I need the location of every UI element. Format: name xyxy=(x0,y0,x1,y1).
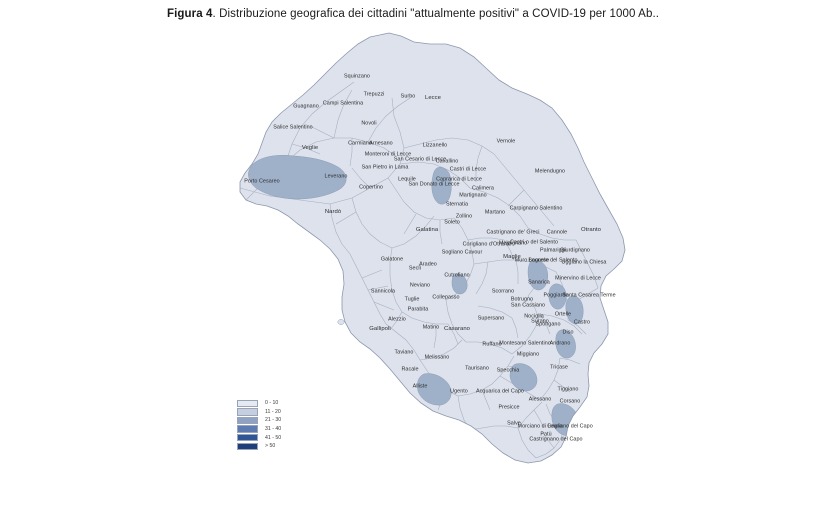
gallipoli-island xyxy=(337,319,345,325)
area-castri-salento xyxy=(527,259,549,291)
province-outline xyxy=(239,32,626,464)
area-veglie xyxy=(248,155,347,200)
map-legend: 0 - 10 11 - 20 21 - 30 31 - 40 41 - 50 > 50 xyxy=(237,399,329,451)
legend-row: 41 - 50 xyxy=(237,433,329,442)
legend-label: 11 - 20 xyxy=(265,408,281,415)
legend-swatch xyxy=(237,399,258,407)
legend-row: 31 - 40 xyxy=(237,425,329,434)
legend-label: 0 - 10 xyxy=(265,400,279,407)
legend-swatch xyxy=(237,433,258,442)
area-minervino xyxy=(565,295,584,325)
figure-caption: . Distribuzione geografica dei cittadini… xyxy=(212,8,660,20)
area-melissano xyxy=(417,373,452,406)
legend-row: 21 - 30 xyxy=(237,416,329,425)
legend-row: 0 - 10 xyxy=(237,399,329,408)
area-montesano xyxy=(509,363,538,392)
legend-row: 11 - 20 xyxy=(237,408,329,417)
legend-swatch xyxy=(237,425,258,433)
area-cavallino xyxy=(431,166,452,205)
legend-swatch xyxy=(237,408,258,416)
area-ortelle xyxy=(555,329,576,359)
legend-row: > 50 xyxy=(237,442,329,451)
legend-swatch xyxy=(237,416,258,425)
area-bagnolo xyxy=(548,283,567,310)
legend-label: 41 - 50 xyxy=(265,434,282,441)
legend-label: > 50 xyxy=(265,443,276,450)
area-sogliano xyxy=(451,273,468,295)
figure-number: Figura 4 xyxy=(166,8,213,20)
legend-label: 31 - 40 xyxy=(265,426,282,433)
province-body xyxy=(240,33,625,463)
legend-label: 21 - 30 xyxy=(265,417,282,424)
page-title: Figura 4. Distribuzione geografica dei c… xyxy=(167,8,659,20)
figure-title-bar: Figura 4. Distribuzione geografica dei c… xyxy=(0,0,826,28)
legend-swatch xyxy=(237,442,258,450)
choropleth-map[interactable]: Squinzano Trepuzzi Surbo Lecce Campi Salenti… xyxy=(0,28,826,528)
salento-map-svg xyxy=(239,32,626,464)
